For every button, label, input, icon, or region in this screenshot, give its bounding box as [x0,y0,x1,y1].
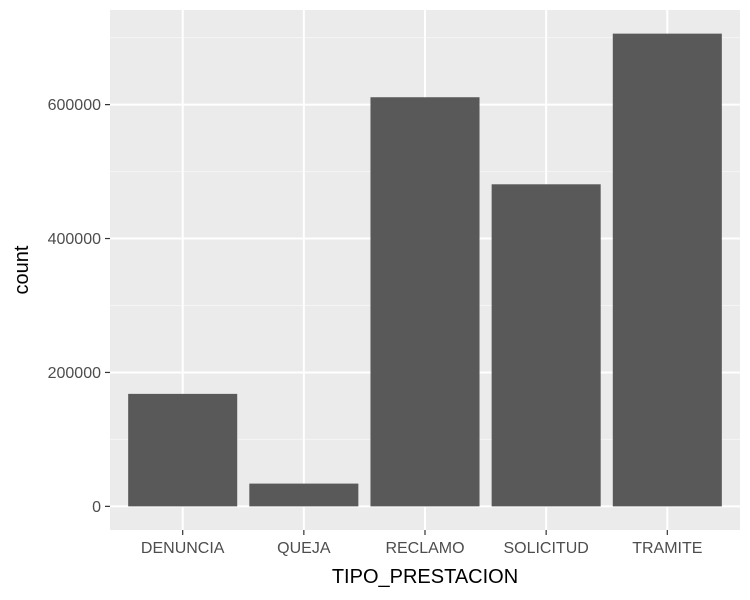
y-tick-label: 400000 [48,231,101,248]
bars [128,33,722,507]
x-tick-label: TRAMITE [632,540,702,557]
y-axis: 0 200000 400000 600000 [48,97,110,516]
x-tick-label: DENUNCIA [141,540,225,557]
x-tick-label: QUEJA [277,540,331,557]
y-tick-label: 0 [92,499,101,516]
bar-tramite [612,33,722,507]
y-tick-label: 600000 [48,97,101,114]
x-tick-label: SOLICITUD [503,540,588,557]
bar-reclamo [370,97,480,507]
x-tick-label: RECLAMO [385,540,464,557]
bar-solicitud [491,184,601,507]
bar-queja [249,483,359,507]
x-axis-title: TIPO_PRESTACION [332,566,518,588]
x-axis: DENUNCIA QUEJA RECLAMO SOLICITUD TRAMITE [141,530,702,557]
y-axis-title: count [11,245,33,294]
bar-denuncia [128,393,238,507]
y-tick-label: 200000 [48,365,101,382]
